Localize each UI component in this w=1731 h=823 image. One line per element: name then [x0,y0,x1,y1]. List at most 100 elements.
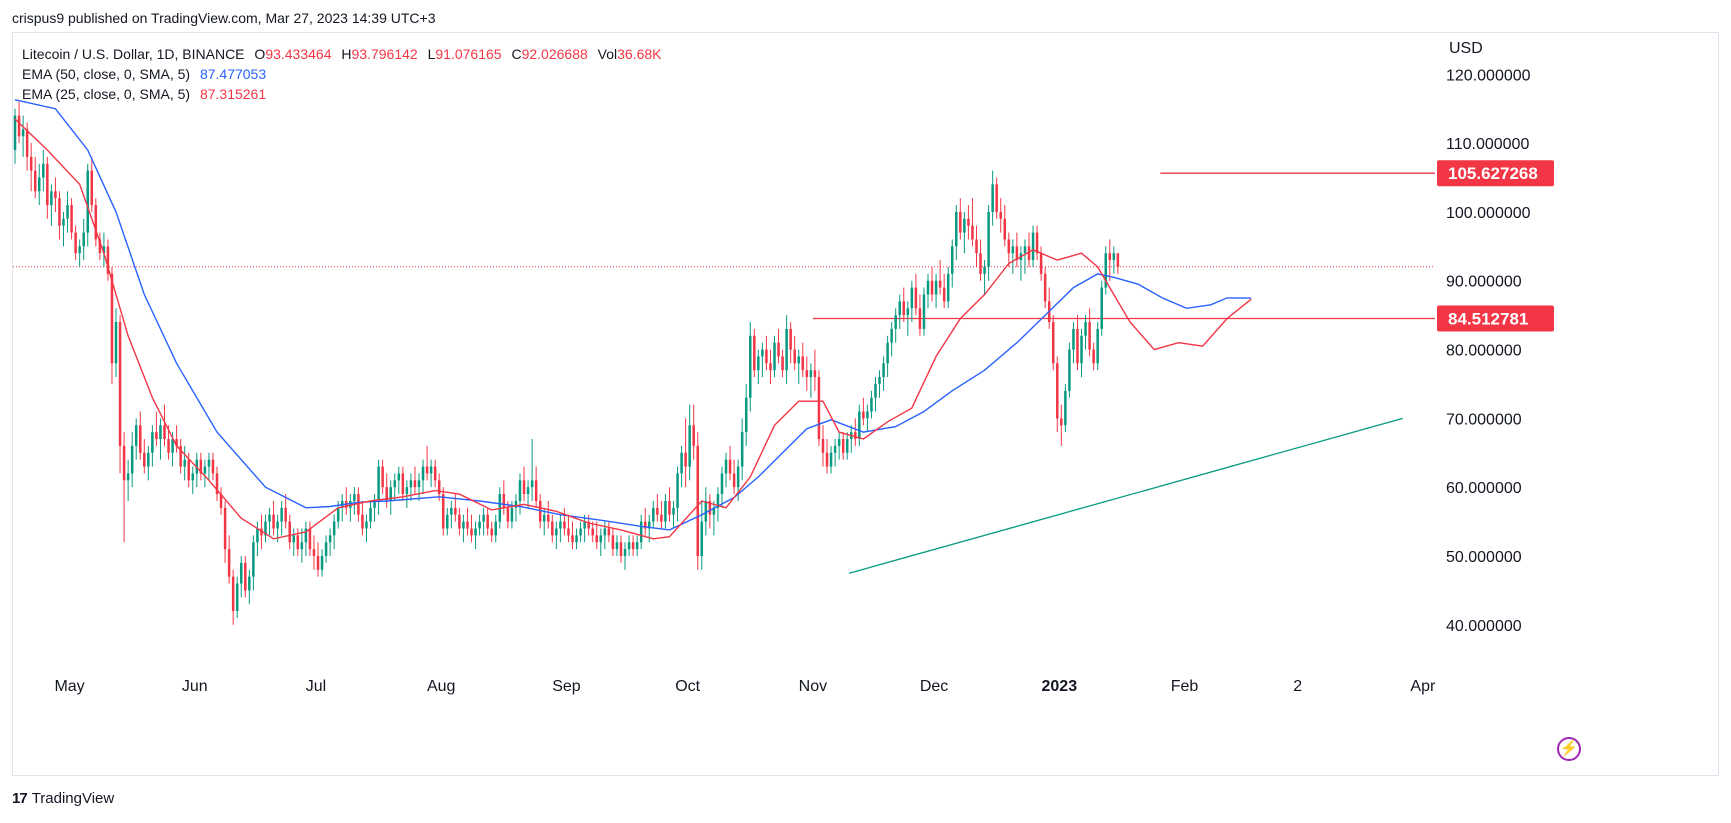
candle-body [688,425,691,467]
candle-body [684,452,687,467]
candle-body [1060,418,1063,426]
chart-legend: Litecoin / U.S. Dollar, 1D, BINANCE O93.… [22,44,662,104]
candle-body [1051,322,1055,364]
candle-body [744,397,748,433]
candle-body [175,439,178,446]
candle-body [357,494,360,515]
candle-body [740,432,744,467]
candle-body [1084,322,1087,336]
candle-body [878,377,881,384]
candle-body [510,507,514,522]
candle-body [781,356,784,371]
candle-body [260,528,263,536]
candle-body [1092,349,1095,364]
candle-body [292,535,296,543]
candle-body [244,562,247,591]
candle-body [223,507,227,550]
candle-body [494,521,498,536]
candle-body [102,246,106,254]
ema50-label: EMA (50, close, 0, SMA, 5) [22,66,191,82]
candle-body [639,521,643,543]
candle-body [147,452,150,467]
candle-body [874,383,877,398]
y-tick-label: 110.000000 [1446,136,1529,153]
price-chart[interactable]: USD 120.000000 110.000000 100.000000 90.0000… [13,33,1720,777]
candle-body [591,528,594,536]
candle-body [1023,246,1027,254]
candle-body [930,280,934,295]
x-tick-label: Feb [1171,678,1199,695]
candle-body [361,514,364,529]
candle-body [349,500,352,508]
ohlc-legend: Litecoin / U.S. Dollar, 1D, BINANCE O93.… [22,44,662,64]
candle-body [264,521,267,536]
x-tick-label: Nov [799,678,827,695]
candle-body [272,514,275,529]
candle-body [231,576,235,612]
y-tick-label: 40.000000 [1446,618,1522,635]
x-tick-label: Jun [182,678,208,695]
candle-body [17,115,21,137]
candle-body [66,205,69,219]
candle-body [421,466,425,481]
candle-body [898,301,901,316]
candle-body [256,528,259,543]
candle-body [397,473,401,481]
candle-body [1112,253,1116,261]
candle-body [999,211,1002,219]
candle-body [466,521,469,529]
candle-body [143,452,146,467]
candle-body [825,452,829,467]
candle-body [482,514,485,522]
candle-body [114,322,118,364]
candle-body [765,349,768,364]
candle-body [191,473,195,481]
symbol-title[interactable]: Litecoin / U.S. Dollar, 1D, BINANCE [22,46,245,62]
ema50-legend[interactable]: EMA (50, close, 0, SMA, 5) 87.477053 [22,64,662,84]
candle-body [385,487,388,501]
ema25-legend[interactable]: EMA (25, close, 0, SMA, 5) 87.315261 [22,84,662,104]
candle-body [619,542,623,557]
candle-body [377,466,380,501]
candle-body [700,521,704,557]
candle-body [29,156,33,171]
candle-body [583,521,586,529]
chart-frame[interactable]: USD 120.000000 110.000000 100.000000 90.0000… [12,32,1719,776]
candle-body [769,363,772,371]
candle-body [1072,328,1075,350]
candle-body [777,342,780,357]
candle-body [1031,232,1035,261]
candle-body [785,328,788,371]
candle-body [300,542,304,550]
candle-body [971,225,974,240]
candle-body [914,287,918,309]
candle-body [425,466,429,474]
candle-body [627,542,631,550]
x-tick-label: 2023 [1042,678,1078,695]
candle-body [652,507,655,522]
candle-body [858,411,861,440]
candle-body [304,528,308,543]
candle-body [547,514,550,522]
publish-credit: crispus9 published on TradingView.com, M… [12,10,436,26]
candle-body [813,370,817,378]
candle-body [353,494,356,501]
candle-body [183,459,186,467]
candle-body [526,487,530,495]
candle-body [728,459,732,474]
tradingview-footer[interactable]: 17 TradingView [12,790,114,807]
candle-body [308,528,312,550]
candle-body [817,377,821,440]
candle-body [506,507,510,522]
candle-body [139,425,142,453]
candle-body [1080,335,1083,364]
candle-body [248,576,251,591]
candle-body [862,411,865,419]
volume-label: Vol [597,46,618,62]
candle-body [696,445,699,557]
candle-body [793,349,796,364]
candle-body [631,542,635,550]
candle-body [288,521,291,543]
lightning-icon[interactable]: ⚡ [1557,737,1581,761]
candle-body [58,198,61,226]
